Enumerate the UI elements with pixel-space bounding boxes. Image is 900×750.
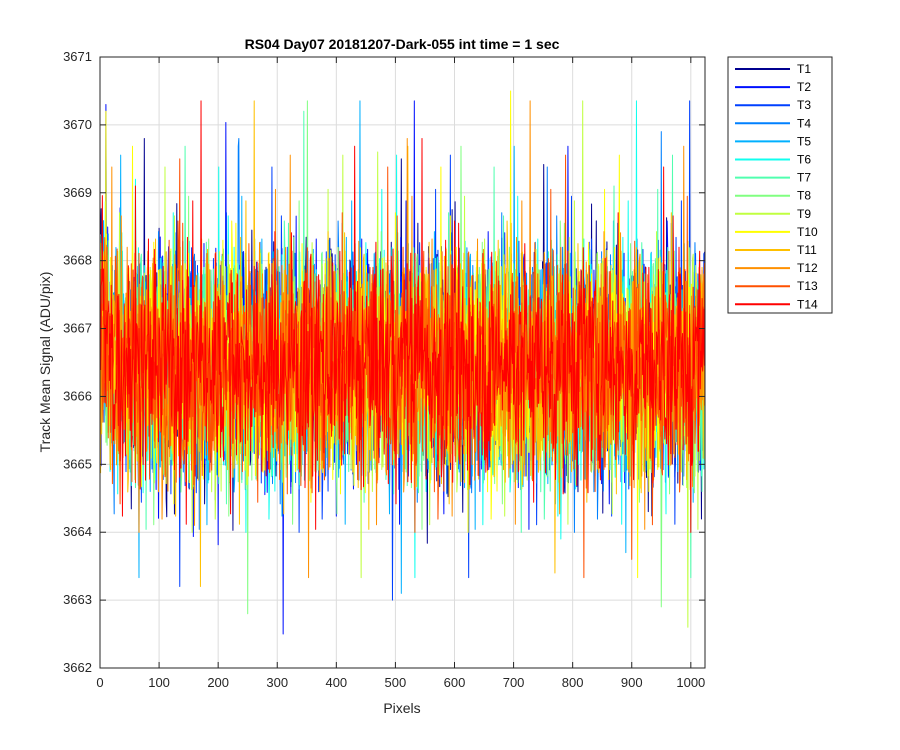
y-axis-label: Track Mean Signal (ADU/pix) [37, 272, 53, 453]
y-tick-label: 3671 [63, 49, 92, 64]
y-tick-label: 3666 [63, 388, 92, 403]
x-axis-label: Pixels [383, 700, 420, 716]
y-tick-label: 3670 [63, 117, 92, 132]
y-tick-label: 3664 [63, 524, 92, 539]
legend-label-t8: T8 [797, 189, 811, 203]
legend-label-t2: T2 [797, 80, 811, 94]
legend: T1 T2 T3 T4 T5 T6 T7 T8 T9 T10 T11 T12 T13 T14 [727, 56, 833, 314]
x-tick-label: 200 [207, 675, 229, 690]
tick-labels: 0 100 200 300 400 500 600 700 800 900 1000 3662 3663… [63, 49, 705, 690]
plot-frame [99, 56, 706, 669]
x-tick-label: 800 [562, 675, 584, 690]
legend-label-t4: T4 [797, 116, 811, 130]
y-tick-label: 3663 [63, 592, 92, 607]
x-tick-label: 300 [266, 675, 288, 690]
x-tick-label: 700 [503, 675, 525, 690]
x-tick-label: 500 [385, 675, 407, 690]
legend-label-t12: T12 [797, 261, 818, 275]
x-tick-label: 900 [621, 675, 643, 690]
legend-label-t14: T14 [797, 297, 818, 311]
x-tick-label: 100 [148, 675, 170, 690]
y-tick-label: 3665 [63, 456, 92, 471]
series-group [100, 90, 705, 635]
x-tick-label: 1000 [676, 675, 705, 690]
legend-label-t11: T11 [797, 243, 817, 257]
x-tick-label: 600 [444, 675, 466, 690]
chart-title: RS04 Day07 20181207-Dark-055 int time = … [245, 36, 560, 52]
y-tick-label: 3668 [63, 253, 92, 268]
ticks [99, 56, 705, 669]
y-tick-label: 3669 [63, 185, 92, 200]
legend-label-t9: T9 [797, 207, 811, 221]
legend-label-t6: T6 [797, 153, 811, 167]
x-tick-label: 400 [325, 675, 347, 690]
legend-label-t1: T1 [797, 62, 811, 76]
legend-label-t3: T3 [797, 98, 811, 112]
legend-box [727, 56, 833, 314]
y-tick-label: 3662 [63, 660, 92, 675]
legend-label-t5: T5 [797, 134, 811, 148]
x-tick-label: 0 [96, 675, 103, 690]
series-line-t14 [100, 100, 705, 533]
legend-label-t10: T10 [797, 225, 818, 239]
y-tick-label: 3667 [63, 321, 92, 336]
legend-label-t13: T13 [797, 279, 818, 293]
legend-label-t7: T7 [797, 171, 811, 185]
